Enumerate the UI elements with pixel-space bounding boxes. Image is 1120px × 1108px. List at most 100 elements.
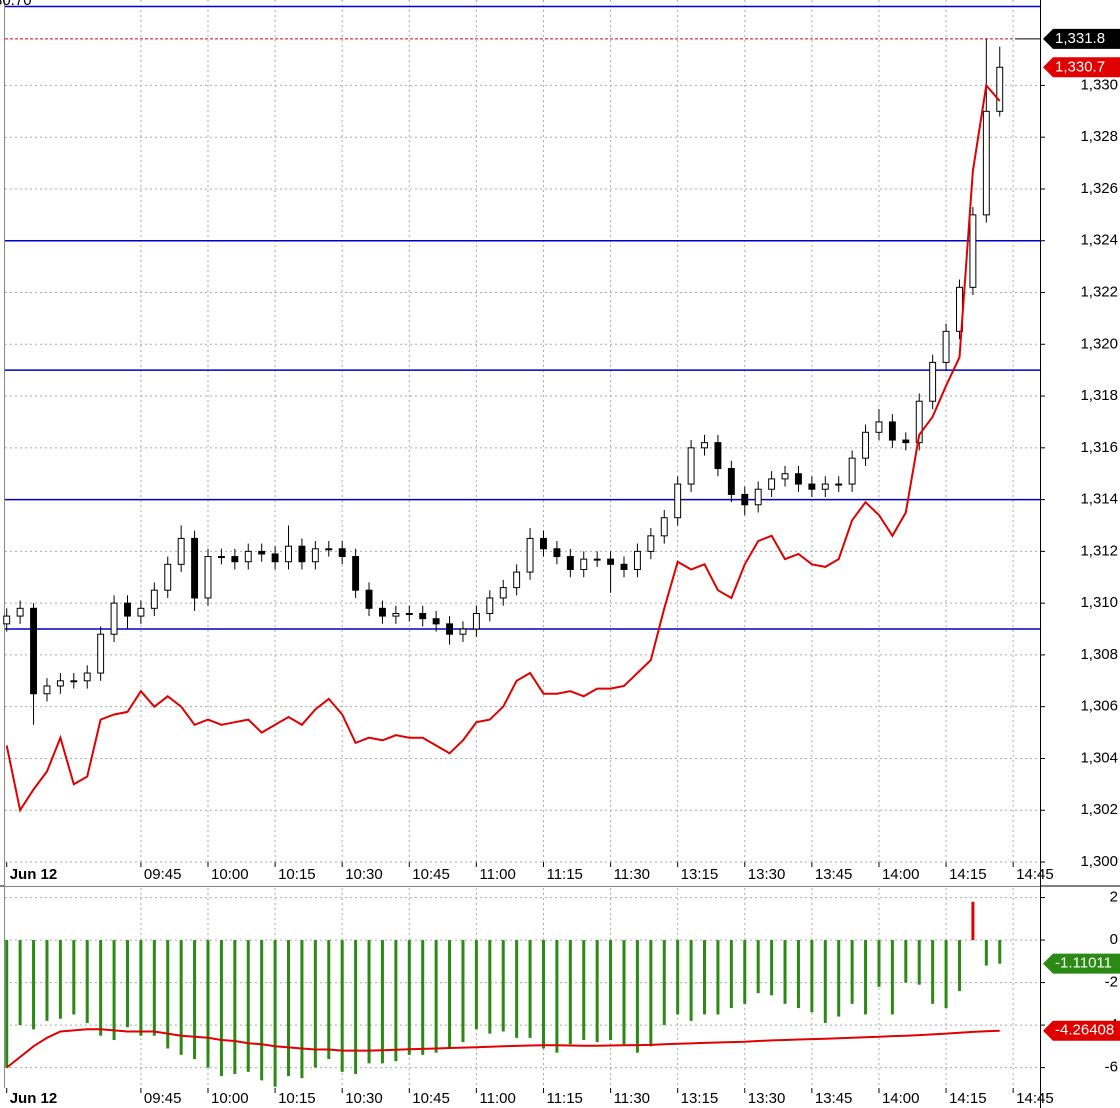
candle-body [781, 473, 789, 480]
histogram-bar [313, 940, 317, 1068]
y-tick-label: -6 [1105, 1059, 1118, 1076]
histogram-bar [206, 940, 210, 1068]
histogram-bar [998, 940, 1002, 964]
histogram-bar [729, 940, 733, 1009]
candle-body [553, 548, 561, 558]
candle-body [982, 110, 990, 216]
candle-body [365, 589, 373, 609]
candle-body [513, 571, 521, 589]
histogram-bar [515, 940, 519, 1038]
histogram-bar [756, 940, 760, 994]
histogram-bar [501, 940, 505, 1032]
histogram-bar [488, 940, 492, 1034]
candle-body [862, 431, 870, 459]
x-tick-label: 10:30 [345, 1090, 383, 1107]
histogram-bar [689, 940, 693, 1021]
candle-body [352, 556, 360, 591]
candle-body [137, 607, 145, 617]
y-tick-label: 1,322 [1080, 283, 1118, 300]
histogram-bar [971, 901, 975, 941]
y-tick-label: 1,308 [1080, 646, 1118, 663]
candle-body [741, 493, 749, 506]
candle-body [3, 615, 11, 625]
y-tick-label: 1,328 [1080, 128, 1118, 145]
candle-body [526, 537, 534, 573]
histogram-bar [179, 940, 183, 1055]
histogram-bar [662, 940, 666, 1026]
x-tick-label: 11:30 [614, 1090, 650, 1107]
candle-body [271, 553, 279, 563]
histogram-bar [394, 940, 398, 1062]
histogram-bar [354, 940, 358, 1074]
y-tick-label: 1,306 [1080, 698, 1118, 715]
value-tag-label: -1.11011 [1055, 955, 1112, 972]
x-tick-label: 11:15 [546, 866, 582, 883]
x-tick-label: 14:45 [1016, 866, 1054, 883]
histogram-bar [837, 940, 841, 1017]
value-tag-label: 1,330.7 [1055, 58, 1105, 75]
histogram-bar [595, 940, 599, 1043]
histogram-bar [676, 940, 680, 1015]
candle-body [472, 612, 480, 630]
candle-body [446, 623, 454, 635]
y-tick-label: 1,316 [1080, 439, 1118, 456]
x-tick-label: 14:00 [882, 866, 920, 883]
candle-body [231, 556, 239, 563]
histogram-bar [568, 940, 572, 1045]
x-tick-label: 09:45 [144, 1090, 182, 1107]
histogram-bar [796, 940, 800, 1009]
histogram-bar [555, 940, 559, 1053]
x-tick-label: Jun 12 [10, 1090, 58, 1107]
candle-body [325, 548, 333, 551]
candle-body [915, 400, 923, 444]
candle-body [835, 483, 843, 486]
histogram-bar [233, 940, 237, 1074]
histogram-bar [112, 940, 116, 1040]
candle-body [929, 361, 937, 402]
y-tick-label: 1,318 [1080, 387, 1118, 404]
candle-body [258, 550, 266, 555]
candle-body [888, 421, 896, 441]
candle-body [16, 607, 24, 617]
candle-body [942, 330, 950, 363]
histogram-bar [823, 940, 827, 1023]
y-tick-label: -2 [1105, 974, 1118, 991]
histogram-bar [45, 940, 49, 1021]
candle-body [217, 556, 225, 559]
histogram-bar [904, 940, 908, 983]
candle-body [110, 602, 118, 635]
candle-body [56, 680, 64, 687]
y-tick-label: 1,330 [1080, 76, 1118, 93]
histogram-bar [85, 940, 89, 1023]
candle-body [298, 545, 306, 563]
histogram-bar [609, 940, 613, 1040]
x-tick-label: 10:30 [345, 866, 383, 883]
histogram-bar [367, 940, 371, 1064]
candle-body [848, 457, 856, 485]
histogram-bar [407, 940, 411, 1055]
corner-label: 30.70 [0, 0, 32, 9]
histogram-bar [246, 940, 250, 1072]
x-tick-label: 10:15 [278, 866, 316, 883]
value-tag [1043, 28, 1120, 49]
value-tag-label: 1,331.8 [1055, 30, 1105, 47]
y-tick-label: 1,326 [1080, 180, 1118, 197]
histogram-bar [931, 940, 935, 1004]
candle-body [459, 628, 467, 635]
value-tag [1043, 1020, 1120, 1041]
y-tick-label: 1,312 [1080, 542, 1118, 559]
histogram-bar [125, 940, 129, 1028]
histogram-bar [287, 940, 291, 1077]
candle-body [486, 597, 494, 614]
x-tick-label: 14:15 [949, 866, 987, 883]
histogram-bar [474, 940, 478, 1030]
x-tick-label: 14:45 [1016, 1090, 1054, 1107]
histogram-bar [260, 940, 264, 1081]
y-tick-label: 1,320 [1080, 335, 1118, 352]
candle-body [808, 483, 816, 490]
histogram-bar [72, 940, 76, 1015]
histogram-bar [5, 940, 9, 1068]
candle-body [83, 672, 91, 682]
histogram-bar [219, 940, 223, 1077]
histogram-bar [649, 940, 653, 1047]
